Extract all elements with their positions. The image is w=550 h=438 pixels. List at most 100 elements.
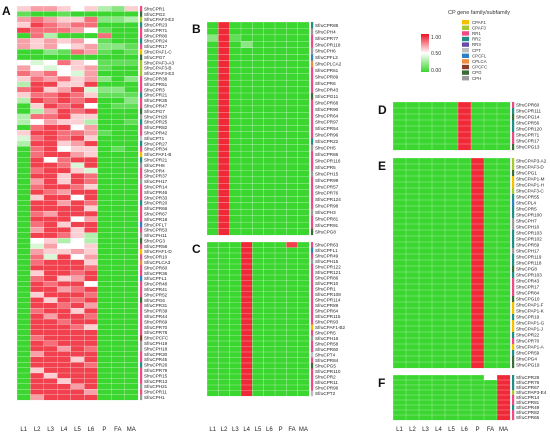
heatmap-cell xyxy=(252,221,264,229)
heatmap-cell xyxy=(124,167,139,174)
heatmap-cell xyxy=(252,373,264,380)
heatmap-cell xyxy=(496,384,511,391)
heatmap-cell xyxy=(206,269,219,276)
heatmap-cell xyxy=(405,125,420,133)
heatmap-cell xyxy=(297,285,310,292)
heatmap-cell xyxy=(496,379,511,386)
heatmap-cell xyxy=(392,119,407,127)
heatmap-cell xyxy=(110,356,125,363)
row-label: SfruCPR35 xyxy=(144,98,168,103)
heatmap-cell xyxy=(206,221,219,229)
heatmap-cell xyxy=(218,125,230,132)
heatmap-cell xyxy=(70,286,85,293)
heatmap-cell xyxy=(252,202,264,210)
row-label: SfruCPR86 xyxy=(315,152,339,157)
heatmap-cell xyxy=(16,216,31,223)
heatmap-cell xyxy=(110,54,125,61)
heatmap-cell xyxy=(218,112,230,120)
heatmap-cell xyxy=(84,113,98,120)
heatmap-cell xyxy=(470,374,485,381)
heatmap-cell xyxy=(110,270,125,277)
heatmap-cell xyxy=(286,183,298,191)
heatmap-cell xyxy=(218,252,230,259)
heatmap-cell xyxy=(16,22,31,28)
heatmap-cell xyxy=(496,399,511,406)
heatmap-cell xyxy=(470,131,485,139)
heatmap-cell xyxy=(297,263,310,270)
heatmap-cell xyxy=(444,143,459,151)
group-color-tag xyxy=(140,86,143,93)
legend-swatch xyxy=(462,59,469,64)
heatmap-cell xyxy=(470,157,485,165)
row-label: SfruCPH15 xyxy=(315,171,339,176)
heatmap-cell xyxy=(240,296,253,303)
heatmap-cell xyxy=(496,277,511,285)
heatmap-cell xyxy=(218,241,230,248)
row-label: SfruCPR118 xyxy=(516,261,542,266)
heatmap-cell xyxy=(84,130,98,136)
heatmap-cell xyxy=(30,49,45,55)
heatmap-cell xyxy=(483,187,498,195)
heatmap-cell xyxy=(252,170,264,178)
heatmap-cell xyxy=(84,76,98,82)
heatmap-cell xyxy=(392,283,407,291)
heatmap-cell xyxy=(218,54,230,61)
heatmap-cell xyxy=(483,107,498,115)
heatmap-cell xyxy=(43,49,58,55)
heatmap-cell xyxy=(110,59,125,66)
heatmap-cell xyxy=(274,228,287,236)
heatmap-cell xyxy=(431,253,446,261)
heatmap-cell xyxy=(252,384,264,391)
heatmap-cell xyxy=(229,390,242,397)
heatmap-cell xyxy=(470,199,485,207)
heatmap-cell xyxy=(297,379,310,386)
group-color-tag xyxy=(512,242,515,249)
row-label: SfruCPAF1-D xyxy=(144,249,172,254)
heatmap-cell xyxy=(297,318,310,325)
heatmap-cell xyxy=(252,34,264,42)
heatmap-cell xyxy=(110,297,125,304)
group-color-tag xyxy=(140,394,143,401)
heatmap-cell xyxy=(274,170,287,178)
heatmap-cell xyxy=(286,318,298,325)
group-color-tag xyxy=(311,202,314,210)
heatmap-cell xyxy=(263,368,276,375)
heatmap-cell xyxy=(240,340,253,347)
heatmap-cell xyxy=(110,32,125,39)
heatmap-cell xyxy=(286,202,298,210)
legend-swatch xyxy=(462,20,469,25)
heatmap-cell xyxy=(218,346,230,353)
heatmap-cell xyxy=(240,60,253,68)
heatmap-cell xyxy=(70,221,85,228)
row-label: SfruCPR65 xyxy=(516,415,540,420)
group-color-tag xyxy=(311,341,314,347)
heatmap-cell xyxy=(229,157,242,165)
heatmap-cell xyxy=(84,237,98,244)
row-label: SfruCPR20 xyxy=(144,201,168,206)
heatmap-cell xyxy=(240,357,253,364)
heatmap-cell xyxy=(240,28,253,36)
row-label: SfruCPR15 xyxy=(144,373,168,378)
heatmap-cell xyxy=(57,216,72,223)
heatmap-cell xyxy=(405,379,420,386)
heatmap-cell xyxy=(70,140,85,147)
heatmap-cell xyxy=(297,47,310,55)
heatmap-cell xyxy=(418,131,433,139)
heatmap-cell xyxy=(252,307,264,314)
heatmap-cell xyxy=(30,151,45,158)
group-color-tag xyxy=(140,43,143,50)
heatmap-cell xyxy=(43,237,58,244)
heatmap-cell xyxy=(263,196,276,203)
heatmap-cell xyxy=(240,138,253,145)
row-label: SfruCPFL3 xyxy=(315,55,338,60)
heatmap-cell xyxy=(444,175,459,183)
heatmap-cell xyxy=(263,357,276,364)
heatmap-cell xyxy=(97,259,112,266)
group-color-tag xyxy=(140,119,143,125)
group-color-tag xyxy=(311,176,314,184)
heatmap-cell xyxy=(110,205,125,212)
heatmap-cell xyxy=(274,150,287,158)
heatmap-cell xyxy=(70,76,85,82)
heatmap-cell xyxy=(431,259,446,267)
heatmap-cell xyxy=(30,86,45,93)
